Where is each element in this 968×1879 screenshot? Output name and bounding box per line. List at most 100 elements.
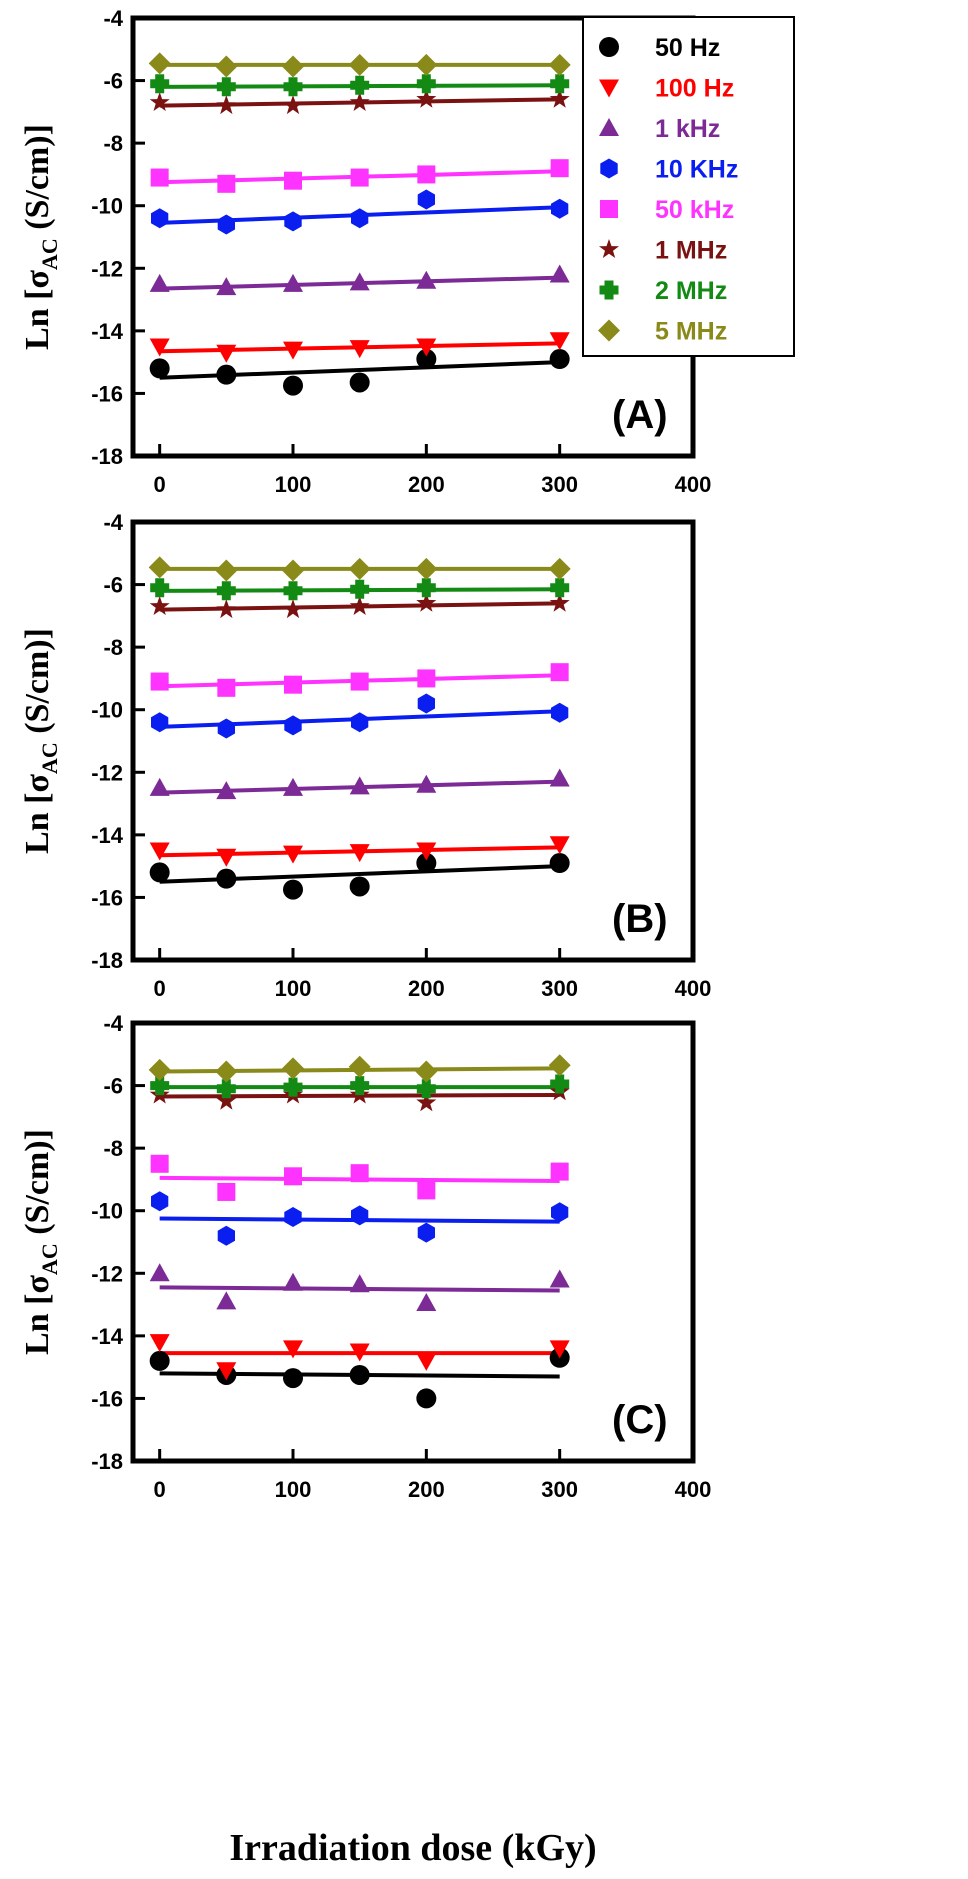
data-point-1-khz — [149, 273, 170, 292]
data-point-2-mhz — [150, 578, 170, 598]
data-point-50-hz — [149, 1350, 170, 1371]
data-point-50-khz — [150, 672, 169, 691]
panel-label: (A) — [612, 393, 668, 437]
legend-label-10-khz: 10 KHz — [655, 156, 738, 184]
data-point-100-hz — [549, 1340, 570, 1359]
y-tick-label: -8 — [103, 131, 123, 156]
data-point-10-khz — [151, 1191, 169, 1212]
y-tick-label: -14 — [91, 823, 124, 848]
y-axis-label: Ln [σAC (S/cm)] — [19, 1129, 62, 1355]
data-point-100-hz — [416, 842, 437, 861]
y-tick-label: -6 — [103, 69, 123, 94]
data-point-5-mhz — [548, 1054, 571, 1077]
x-tick-label: 100 — [275, 1477, 312, 1502]
data-point-1-mhz — [349, 596, 370, 615]
data-point-2-mhz — [550, 578, 570, 598]
x-tick-label: 300 — [541, 976, 578, 1001]
data-point-50-khz — [417, 669, 436, 688]
data-point-100-hz — [283, 845, 303, 864]
data-point-1-mhz — [216, 599, 237, 619]
legend-label-2-mhz: 2 MHz — [655, 277, 727, 305]
y-tick-label: -8 — [103, 635, 123, 660]
data-point-50-khz — [550, 663, 569, 682]
y-tick-label: -18 — [91, 1449, 123, 1474]
data-point-1-khz — [349, 1274, 370, 1293]
data-point-50-hz — [283, 1368, 303, 1389]
data-point-50-khz — [417, 1181, 436, 1200]
data-point-5-mhz — [215, 55, 238, 78]
data-point-50-khz — [217, 678, 236, 697]
data-point-100-hz — [216, 1362, 237, 1381]
y-tick-label: -14 — [91, 319, 124, 344]
y-tick-label: -10 — [91, 1199, 123, 1224]
data-point-1-khz — [549, 264, 570, 283]
data-point-100-hz — [416, 1352, 437, 1371]
y-tick-label: -12 — [91, 256, 123, 281]
x-tick-label: 400 — [675, 1477, 712, 1502]
x-tick-label: 100 — [275, 472, 312, 497]
x-tick-label: 0 — [154, 472, 166, 497]
panel-label: (C) — [612, 1398, 668, 1442]
legend-marker-50-khz — [600, 200, 618, 218]
data-point-2-mhz — [216, 1079, 236, 1099]
data-point-50-hz — [416, 853, 437, 874]
y-tick-label: -14 — [91, 1324, 124, 1349]
y-tick-label: -10 — [91, 698, 123, 723]
data-point-50-khz — [350, 672, 369, 691]
data-point-100-hz — [549, 332, 570, 351]
y-tick-label: -4 — [103, 510, 123, 535]
data-point-50-khz — [350, 1164, 369, 1183]
x-tick-label: 400 — [675, 976, 712, 1001]
data-point-50-khz — [150, 1154, 169, 1173]
data-point-2-mhz — [283, 77, 303, 97]
x-tick-label: 0 — [154, 1477, 166, 1502]
data-point-5-mhz — [148, 52, 171, 75]
data-point-1-khz — [349, 272, 370, 291]
data-point-100-hz — [349, 1343, 370, 1362]
data-point-10-khz — [217, 1225, 235, 1246]
data-point-50-hz — [283, 879, 303, 900]
data-point-2-mhz — [150, 74, 170, 94]
panel-c: -18 -16 -14 -12 -10 -8 -6 -4 0 100 200 300 400 (C) Ln … — [19, 1011, 711, 1502]
data-point-50-khz — [217, 174, 236, 193]
legend-marker-50-hz — [599, 37, 619, 57]
data-point-2-mhz — [216, 77, 236, 97]
y-tick-label: -12 — [91, 760, 123, 785]
data-point-10-khz — [151, 712, 169, 733]
data-point-100-hz — [216, 344, 237, 363]
legend-marker-2-mhz — [599, 280, 619, 300]
legend-label-50-khz: 50 kHz — [655, 196, 734, 224]
data-point-50-hz — [149, 358, 170, 379]
data-point-10-khz — [284, 1207, 302, 1227]
data-point-5-mhz — [282, 1057, 304, 1080]
data-point-1-khz — [216, 781, 237, 800]
data-point-10-khz — [417, 1222, 435, 1243]
data-point-2-mhz — [416, 74, 436, 94]
data-point-5-mhz — [415, 557, 438, 580]
legend-label-50-hz: 50 Hz — [655, 34, 720, 62]
data-point-5-mhz — [148, 556, 171, 579]
y-tick-label: -8 — [103, 1136, 123, 1161]
panel-b: -18 -16 -14 -12 -10 -8 -6 -4 0 100 200 300 400 (B) Ln … — [19, 510, 711, 1001]
data-point-10-khz — [551, 1202, 569, 1223]
x-tick-label: 0 — [154, 976, 166, 1001]
data-point-10-khz — [284, 211, 302, 232]
data-point-1-mhz — [283, 95, 303, 115]
x-axis-label: Irradiation dose (kGy) — [229, 1827, 596, 1869]
data-point-50-khz — [217, 1182, 236, 1201]
x-tick-label: 300 — [541, 472, 578, 497]
data-point-2-mhz — [216, 581, 236, 601]
data-point-10-khz — [151, 208, 169, 229]
data-point-100-hz — [349, 340, 370, 359]
legend-marker-100-hz — [599, 79, 619, 98]
data-point-10-khz — [551, 198, 569, 219]
plot-frame — [130, 519, 696, 963]
data-point-10-khz — [217, 214, 235, 235]
data-point-100-hz — [349, 844, 370, 863]
data-point-50-hz — [549, 853, 570, 874]
plot-frame — [130, 1020, 696, 1464]
x-tick-label: 300 — [541, 1477, 578, 1502]
data-point-1-khz — [216, 277, 237, 296]
y-tick-label: -4 — [103, 1011, 123, 1036]
data-point-50-khz — [550, 1162, 569, 1181]
